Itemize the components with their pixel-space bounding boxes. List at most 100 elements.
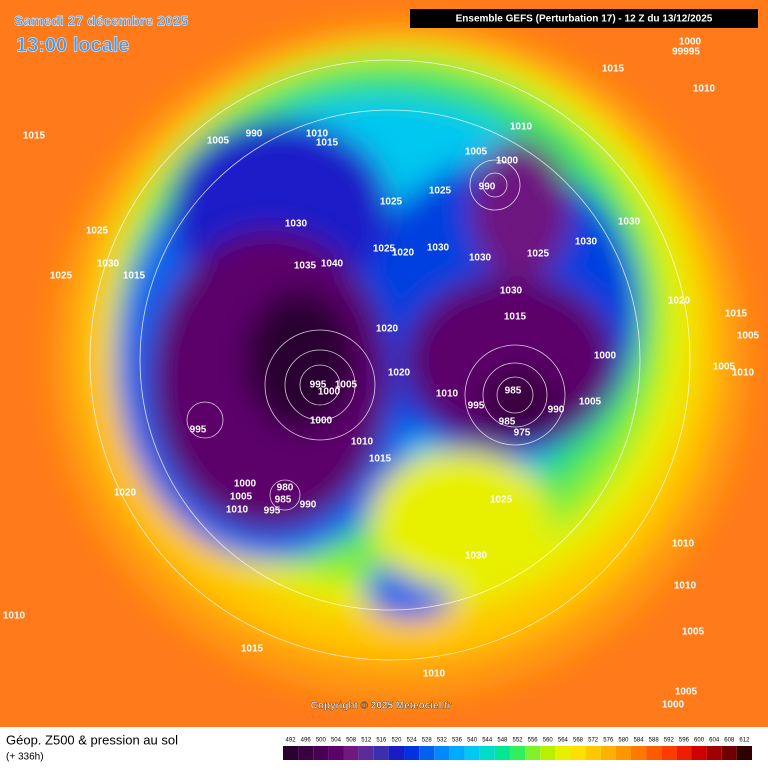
legend-swatch [661,746,677,760]
legend-swatch [615,746,631,760]
legend-tick: 564 [558,738,569,744]
isobar-label: 1025 [490,495,513,506]
legend-swatch [283,746,299,760]
isobar-label: 1010 [510,122,533,133]
legend-tick: 588 [649,738,660,744]
isobar-label: 1005 [682,627,705,638]
legend-tick: 536 [452,738,463,744]
color-legend: 492 496 500 504 508 512 516 520 524 528 532 536 540 5… [283,738,752,760]
run-box [410,9,758,28]
isobar-label: 1005 [675,687,698,698]
legend-swatch [525,746,541,760]
isobar-label: 99995 [672,47,700,58]
isobar-label: 1005 [207,136,230,147]
geopotential-field [0,0,768,727]
legend-tick: 556 [528,738,539,744]
isobar-label: 1025 [527,249,550,260]
legend-tick: 580 [618,738,629,744]
isobar-label: 1030 [427,243,450,254]
legend-swatch [721,746,737,760]
legend-tick: 508 [346,738,357,744]
isobar-label: 1030 [465,551,488,562]
isobar-label: 1020 [388,368,411,379]
legend-tick: 596 [679,738,690,744]
isobar-label: 1015 [123,271,146,282]
isobar-label: 1010 [351,437,374,448]
legend-swatch [479,746,495,760]
legend-swatch [313,746,329,760]
isobar-label: 990 [300,500,317,511]
legend-swatch [358,746,374,760]
legend-tick: 612 [739,738,750,744]
isobar-label: 980 [277,483,294,494]
legend-swatch [736,746,752,760]
isobar-label: 1025 [380,197,403,208]
legend-tick: 492 [286,738,297,744]
isobar-label: 1015 [316,138,339,149]
legend-tick: 552 [512,738,523,744]
legend-swatch [464,746,480,760]
isobar-label: 995 [264,506,281,517]
isobar-label: 1030 [500,286,523,297]
isobar-label: 1015 [602,64,625,75]
legend-tick: 524 [407,738,418,744]
run-info: Ensemble GEFS (Perturbation 17) - 12 Z d… [456,14,713,25]
isobar-label: 1005 [230,492,253,503]
legend-swatch [706,746,722,760]
legend-swatch [419,746,435,760]
isobar-label: 1030 [97,259,120,270]
legend-tick: 592 [664,738,675,744]
legend-swatch [494,746,510,760]
isobar-label: 985 [275,495,292,506]
legend-tick: 520 [391,738,402,744]
isobar-label: 1010 [672,539,695,550]
isobar-label: 1010 [423,669,446,680]
legend-swatch [585,746,601,760]
isobar-label: 1015 [241,644,264,655]
legend-swatch [630,746,647,760]
isobar-label: 1035 [294,261,317,272]
legend-tick: 576 [603,738,614,744]
isobar-label: 1030 [575,237,598,248]
isobar-label: 1030 [618,217,641,228]
isobar-label: 1030 [469,253,492,264]
legend-swatch [449,746,465,760]
isobar-label: 1000 [594,351,617,362]
isobar-label: 990 [548,405,565,416]
isobar-label: 1000 [662,700,685,711]
legend-tick: 600 [694,738,705,744]
legend-tick: 540 [467,738,478,744]
legend-swatch [540,746,556,760]
isobar-label: 985 [505,386,522,397]
legend-swatch [434,746,450,760]
isobar-label: 985 [499,417,516,428]
isobar-label: 1015 [725,309,748,320]
date: Samedi 27 décembre 2025 [14,13,189,29]
legend-tick: 544 [482,738,493,744]
isobar-label: 1010 [3,611,26,622]
isobar-label: 1020 [114,488,137,499]
legend-tick: 516 [376,738,387,744]
isobar-label: 1000 [310,416,333,427]
isobar-label: 1010 [436,389,459,400]
isobar-label: 1020 [392,248,415,259]
isobar-label: 1005 [713,362,736,373]
isobar-label: 1000 [679,37,702,48]
legend-swatch [691,746,707,760]
isobar-label: 990 [479,182,496,193]
isobar-label: 1005 [737,331,760,342]
legend-swatch [298,746,314,760]
isobar-label: 1025 [86,226,109,237]
isobar-label: 1005 [335,380,358,391]
footer-title: Géop. Z500 & pression au sol [6,732,178,747]
legend-tick: 584 [634,738,645,744]
legend-swatch [404,746,420,760]
isobar-label: 1010 [693,84,716,95]
copyright: Copyright © 2025 Meteociel.fr [311,701,452,712]
legend-tick: 512 [361,738,372,744]
legend-tick: 504 [331,738,342,744]
legend-swatch [600,746,616,760]
legend-tick: 528 [422,738,433,744]
isobar-label: 995 [468,401,485,412]
